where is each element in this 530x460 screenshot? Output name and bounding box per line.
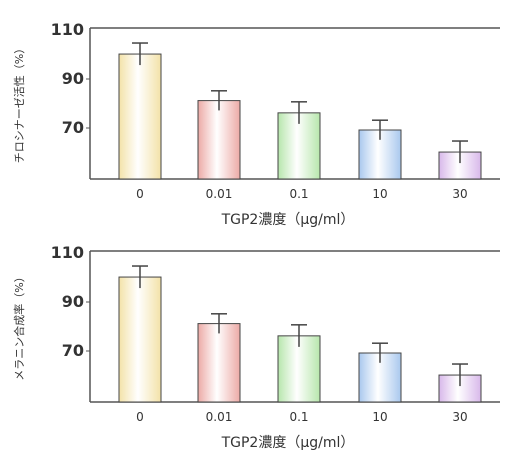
chart-1-x-ticks: 0 0.01 0.1 10 30 <box>136 187 467 201</box>
chart-2-xtick-0: 0 <box>136 410 144 424</box>
chart-1-error-bar-2 <box>291 101 307 124</box>
chart-2-ytick-2: 110 <box>51 243 84 262</box>
chart-2-xtick-4: 30 <box>452 410 467 424</box>
chart-2-x-label: TGP2濃度（μg/ml） <box>221 435 355 451</box>
chart-2-ytick-1: 90 <box>62 292 84 311</box>
chart-1-ytick-1: 90 <box>62 69 84 88</box>
chart-2-error-bar-4 <box>452 363 468 387</box>
chart-2-y-ticks: 70 90 110 <box>51 243 90 360</box>
chart-1-y-ticks: 70 90 110 <box>51 20 90 137</box>
chart-2-bar-0 <box>118 276 162 403</box>
chart-1: 70 90 110 0 0.01 0.1 10 30 TGP2濃度（μg/ml）… <box>12 20 500 228</box>
chart-2: 70 90 110 0 0.01 0.1 10 30 TGP2濃度（μg/ml）… <box>12 243 500 451</box>
chart-2-error-bar-3 <box>372 342 388 363</box>
chart-1-ytick-2: 110 <box>51 20 84 39</box>
chart-1-y-label: チロシナーゼ活性（%） <box>12 43 26 163</box>
chart-1-error-bar-1 <box>211 90 227 111</box>
chart-2-x-ticks: 0 0.01 0.1 10 30 <box>136 410 467 424</box>
chart-2-xtick-2: 0.1 <box>289 410 308 424</box>
chart-2-error-bar-1 <box>211 313 227 334</box>
chart-2-error-bar-0 <box>132 265 148 289</box>
chart-2-y-label: メラニン合成率（%） <box>12 271 26 380</box>
chart-2-xtick-3: 10 <box>372 410 387 424</box>
chart-2-bar-1 <box>197 323 241 403</box>
chart-1-ytick-0: 70 <box>62 118 84 137</box>
chart-1-xtick-3: 10 <box>372 187 387 201</box>
chart-1-error-bar-3 <box>372 119 388 140</box>
chart-1-bar-1 <box>197 100 241 180</box>
chart-1-bar-0 <box>118 53 162 180</box>
chart-2-error-bar-2 <box>291 324 307 347</box>
chart-1-error-bar-4 <box>452 140 468 164</box>
chart-1-xtick-1: 0.01 <box>206 187 233 201</box>
chart-1-xtick-4: 30 <box>452 187 467 201</box>
chart-1-xtick-0: 0 <box>136 187 144 201</box>
chart-2-xtick-1: 0.01 <box>206 410 233 424</box>
chart-1-bars <box>118 42 482 180</box>
chart-1-x-label: TGP2濃度（μg/ml） <box>221 212 355 228</box>
chart-1-error-bar-0 <box>132 42 148 66</box>
chart-2-ytick-0: 70 <box>62 341 84 360</box>
chart-1-xtick-2: 0.1 <box>289 187 308 201</box>
chart-2-bars <box>118 265 482 403</box>
